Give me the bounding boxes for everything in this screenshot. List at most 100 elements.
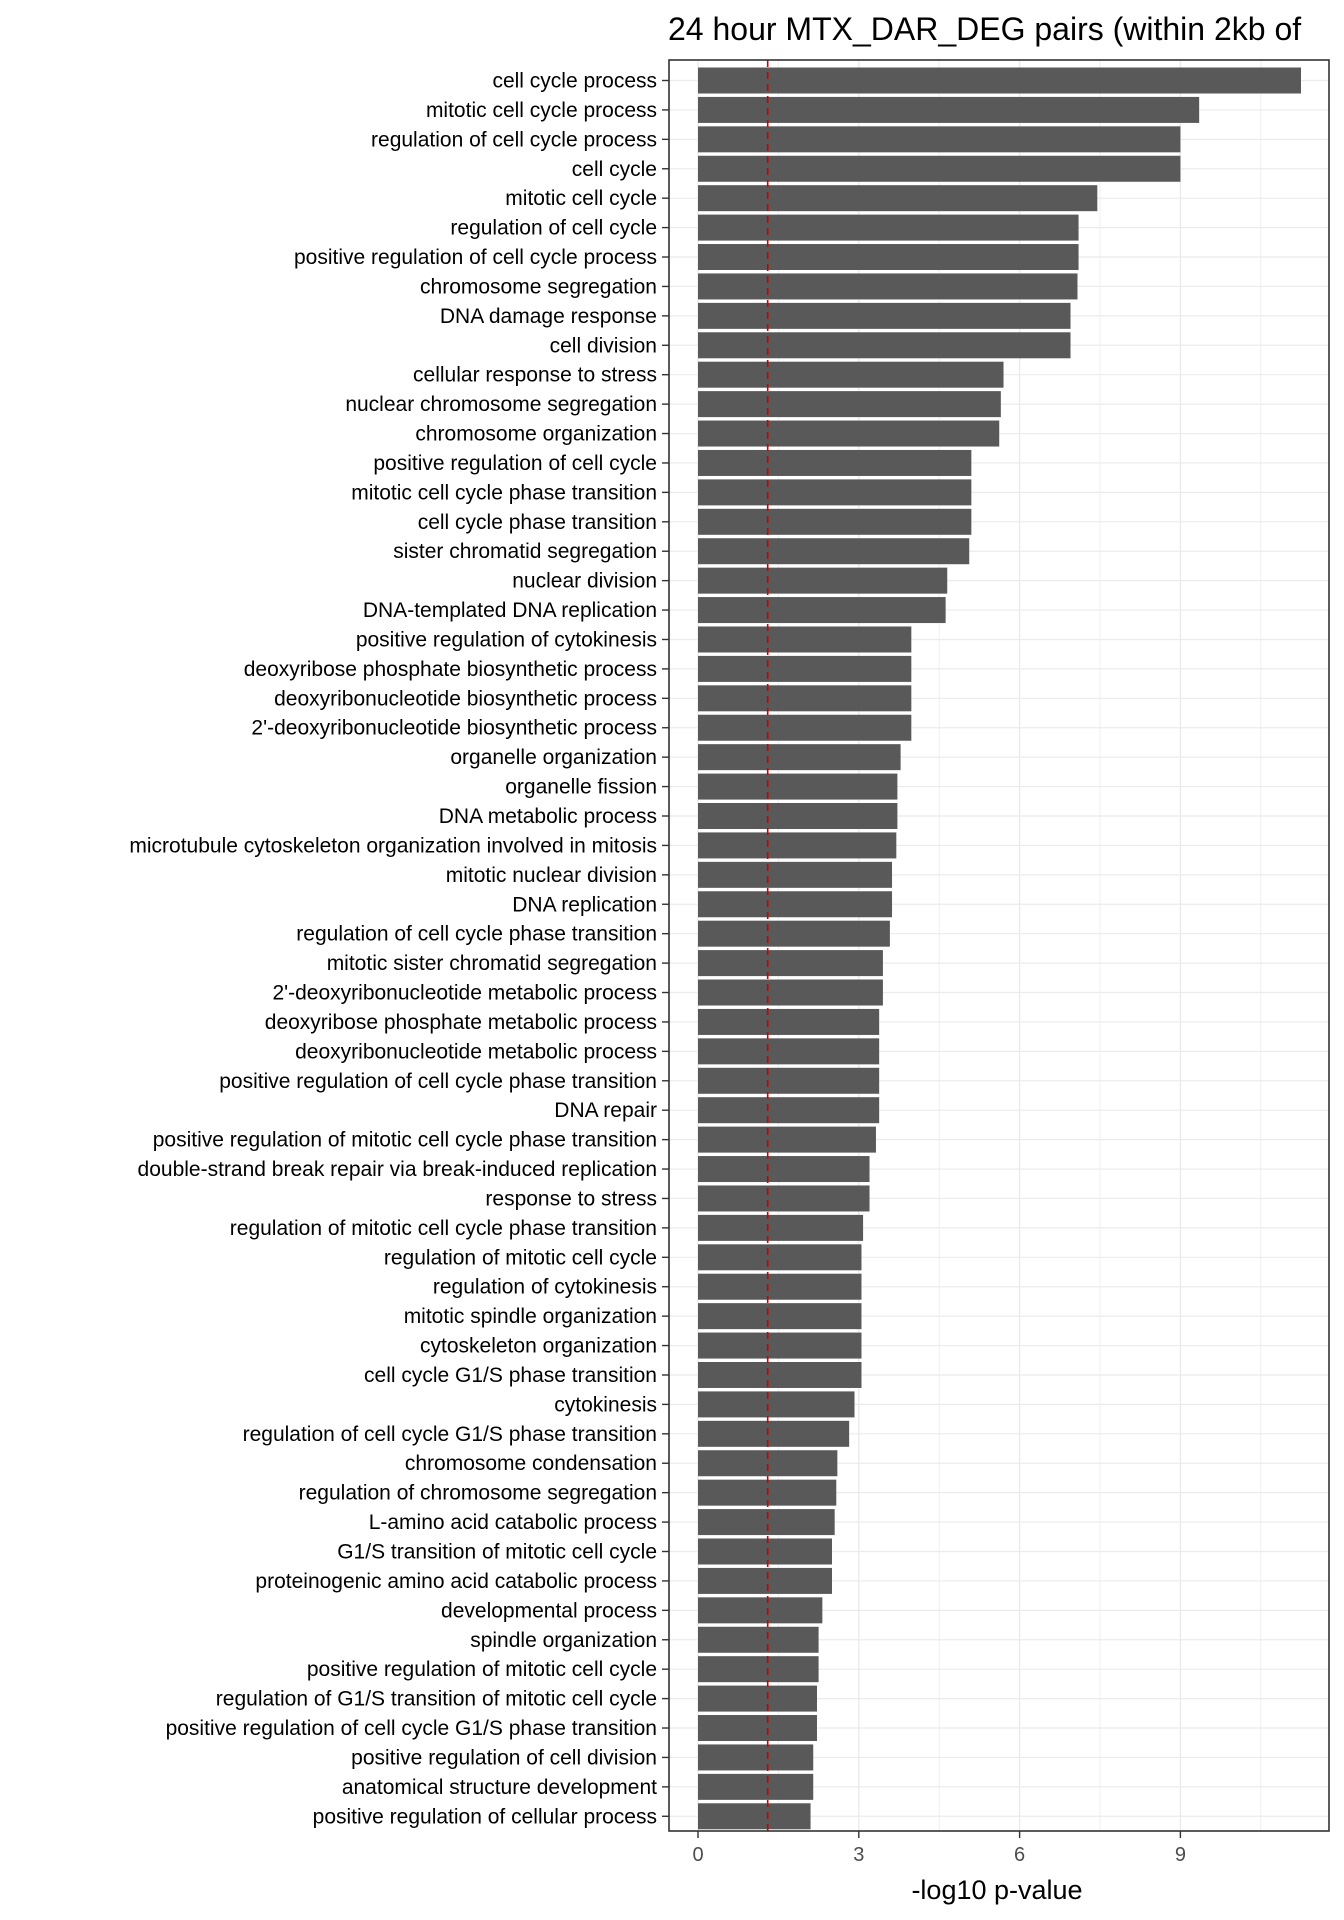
category-label: positive regulation of cell cycle G1/S p… [166,1717,657,1740]
category-label: positive regulation of cell cycle phase … [219,1070,657,1093]
bar [698,508,972,535]
category-label: 2'-deoxyribonucleotide biosynthetic proc… [251,717,657,740]
category-label: regulation of cell cycle [450,217,657,240]
category-label: DNA-templated DNA replication [363,599,657,622]
category-label: nuclear division [512,570,657,593]
bar [698,803,898,829]
bar [698,332,1071,359]
bar [698,1744,814,1771]
category-label: mitotic nuclear division [446,864,657,887]
bar [698,1214,864,1241]
x-tick-label: 3 [853,1844,864,1866]
category-label: nuclear chromosome segregation [345,393,657,416]
bar [698,391,1001,418]
category-label: anatomical structure development [342,1776,657,1799]
bar [698,214,1079,241]
category-label: positive regulation of mitotic cell cycl… [153,1129,657,1152]
bars [698,67,1301,1830]
category-label: sister chromatid segregation [393,540,657,563]
bar [698,1303,862,1330]
bar [698,1273,862,1300]
category-label: regulation of cytokinesis [433,1276,657,1299]
category-label: DNA repair [554,1099,657,1122]
bar [698,479,972,506]
bar [698,1185,870,1212]
bar [698,1391,855,1418]
category-label: organelle organization [450,746,657,769]
bar [698,1332,862,1359]
bar [698,273,1078,300]
bar [698,1008,880,1035]
category-label: regulation of cell cycle G1/S phase tran… [243,1423,657,1446]
category-label: L-amino acid catabolic process [369,1511,657,1534]
category-label: chromosome organization [415,423,657,446]
bar [698,538,970,565]
category-label: deoxyribose phosphate biosynthetic proce… [244,658,657,681]
category-label: cytoskeleton organization [420,1335,657,1358]
category-label: cytokinesis [554,1393,657,1416]
bar [698,420,1000,447]
bar [698,185,1098,212]
category-label: microtubule cytoskeleton organization in… [129,834,657,857]
category-label: regulation of cell cycle phase transitio… [296,923,657,946]
category-label: regulation of cell cycle process [371,128,657,151]
x-axis-label: -log10 p-value [911,1875,1082,1905]
bar [698,1126,876,1153]
category-label: cell cycle G1/S phase transition [364,1364,657,1387]
bar [698,685,912,712]
category-label: DNA metabolic process [439,805,657,828]
category-label: cell cycle process [492,70,657,93]
bar [698,155,1181,182]
category-label: spindle organization [470,1629,657,1652]
bar [698,950,883,977]
category-label: developmental process [441,1599,657,1622]
bar [698,567,948,594]
category-label: positive regulation of cellular process [313,1805,657,1828]
bar [698,449,972,476]
bar [698,1656,819,1683]
category-label: regulation of G1/S transition of mitotic… [216,1688,657,1711]
category-labels: cell cycle process mitotic cell cycle pro… [129,70,669,1828]
bar [698,1038,880,1065]
category-label: mitotic cell cycle phase transition [351,481,657,504]
bar [698,1803,811,1830]
category-label: deoxyribonucleotide biosynthetic process [274,687,657,710]
bar [698,979,883,1006]
category-label: regulation of mitotic cell cycle phase t… [230,1217,657,1240]
bar [698,67,1301,94]
bar [698,1597,823,1624]
category-label: G1/S transition of mitotic cell cycle [337,1541,657,1564]
category-label: double-strand break repair via break-ind… [138,1158,657,1181]
category-label: mitotic spindle organization [404,1305,657,1328]
category-label: DNA damage response [440,305,657,328]
category-label: organelle fission [505,776,657,799]
category-label: positive regulation of mitotic cell cycl… [307,1658,657,1681]
category-label: positive regulation of cell cycle proces… [294,246,657,269]
category-label: proteinogenic amino acid catabolic proce… [255,1570,657,1593]
bar [698,361,1004,388]
category-label: cell cycle phase transition [418,511,657,534]
category-label: deoxyribose phosphate metabolic process [265,1011,657,1034]
bar [698,1244,862,1271]
x-tick-label: 0 [692,1844,703,1866]
bar [698,96,1200,123]
bar [698,302,1071,329]
bar [698,920,890,947]
category-label: regulation of chromosome segregation [299,1482,657,1505]
bar [698,1156,870,1183]
category-label: mitotic cell cycle [505,187,657,210]
category-label: chromosome segregation [420,275,657,298]
bar [698,655,912,682]
bar [698,244,1079,271]
bar [698,597,946,624]
x-tick-label: 6 [1014,1844,1025,1866]
x-axis-ticks: 0 3 6 9 [692,1831,1186,1866]
category-label: positive regulation of cell cycle [373,452,657,475]
panel-border [668,59,1330,1832]
bar [698,773,898,800]
x-tick-label: 9 [1175,1844,1186,1866]
bar [698,1097,880,1124]
bar [698,891,893,918]
category-label: cellular response to stress [413,364,657,387]
